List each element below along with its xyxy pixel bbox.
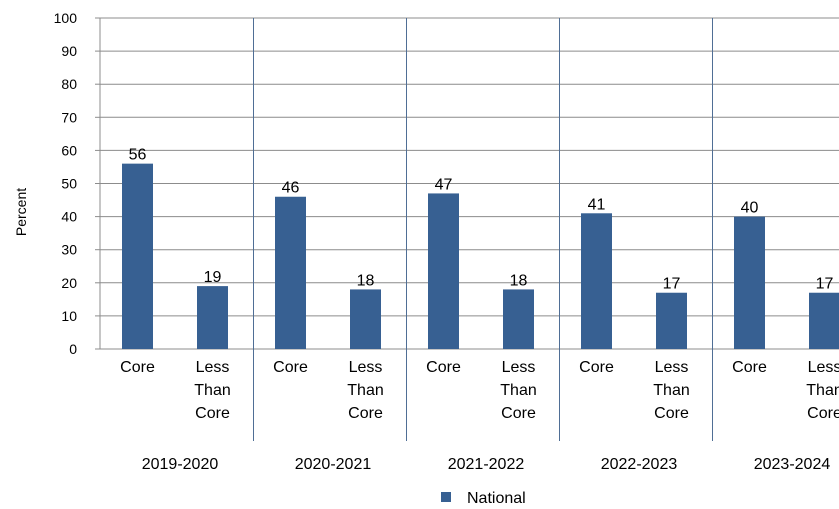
- bar: [122, 163, 153, 349]
- category-labels: Core Less Than Core Core Less Than Core Core Less…: [120, 359, 839, 422]
- category-label: Less: [655, 359, 689, 376]
- category-label: Than: [500, 382, 536, 399]
- data-label: 56: [129, 147, 147, 164]
- category-label: Core: [120, 359, 155, 376]
- data-labels: 56 19 46 18 47 18 41 17 40 17: [129, 147, 834, 293]
- bar: [350, 289, 381, 349]
- bar: [734, 216, 765, 349]
- bar: [503, 289, 534, 349]
- group-label: 2019-2020: [142, 456, 219, 473]
- group-label: 2021-2022: [448, 456, 525, 473]
- legend: National: [441, 490, 526, 507]
- bars: [122, 163, 839, 349]
- y-tick-label: 20: [61, 275, 77, 291]
- group-label: 2020-2021: [295, 456, 372, 473]
- bar: [428, 193, 459, 349]
- group-dividers: [253, 18, 713, 441]
- data-label: 40: [741, 200, 759, 217]
- y-tick-label: 0: [69, 341, 77, 357]
- category-label: Core: [273, 359, 308, 376]
- y-axis-label: Percent: [13, 188, 29, 236]
- bar: [197, 286, 228, 349]
- category-label: Less: [502, 359, 536, 376]
- group-labels: 2019-2020 2020-2021 2021-2022 2022-2023 2023…: [142, 456, 831, 473]
- group-label: 2023-2024: [754, 456, 831, 473]
- bar: [656, 292, 687, 349]
- y-tick-label: 10: [61, 308, 77, 324]
- category-label: Core: [732, 359, 767, 376]
- category-label: Than: [653, 382, 689, 399]
- data-label: 18: [357, 272, 375, 289]
- y-tick-label: 30: [61, 242, 77, 258]
- data-label: 17: [663, 276, 681, 293]
- category-label: Core: [195, 405, 230, 422]
- y-tick-label: 40: [61, 209, 77, 225]
- data-label: 17: [816, 276, 834, 293]
- data-label: 41: [588, 196, 606, 213]
- category-label: Core: [579, 359, 614, 376]
- bar: [581, 213, 612, 349]
- y-tick-label: 60: [61, 142, 77, 158]
- y-tick-label: 50: [61, 176, 77, 192]
- category-label: Core: [426, 359, 461, 376]
- y-tick-label: 90: [61, 43, 77, 59]
- legend-label: National: [467, 490, 526, 507]
- y-tick-labels: 0 10 20 30 40 50 60 70 80 90 100: [54, 10, 78, 357]
- data-label: 46: [282, 180, 300, 197]
- y-tick-label: 80: [61, 76, 77, 92]
- category-label: Than: [347, 382, 383, 399]
- category-label: Less: [808, 359, 839, 376]
- data-label: 47: [435, 176, 453, 193]
- bar: [809, 292, 839, 349]
- y-tick-label: 70: [61, 109, 77, 125]
- category-label: Core: [654, 405, 689, 422]
- category-label: Core: [501, 405, 536, 422]
- category-label: Core: [807, 405, 839, 422]
- group-label: 2022-2023: [601, 456, 678, 473]
- legend-swatch: [441, 492, 451, 502]
- category-label: Less: [349, 359, 383, 376]
- data-label: 18: [510, 272, 528, 289]
- category-label: Than: [806, 382, 839, 399]
- category-label: Core: [348, 405, 383, 422]
- data-label: 19: [204, 269, 222, 286]
- category-label: Less: [196, 359, 230, 376]
- bar: [275, 196, 306, 349]
- y-tick-label: 100: [54, 10, 78, 26]
- category-label: Than: [194, 382, 230, 399]
